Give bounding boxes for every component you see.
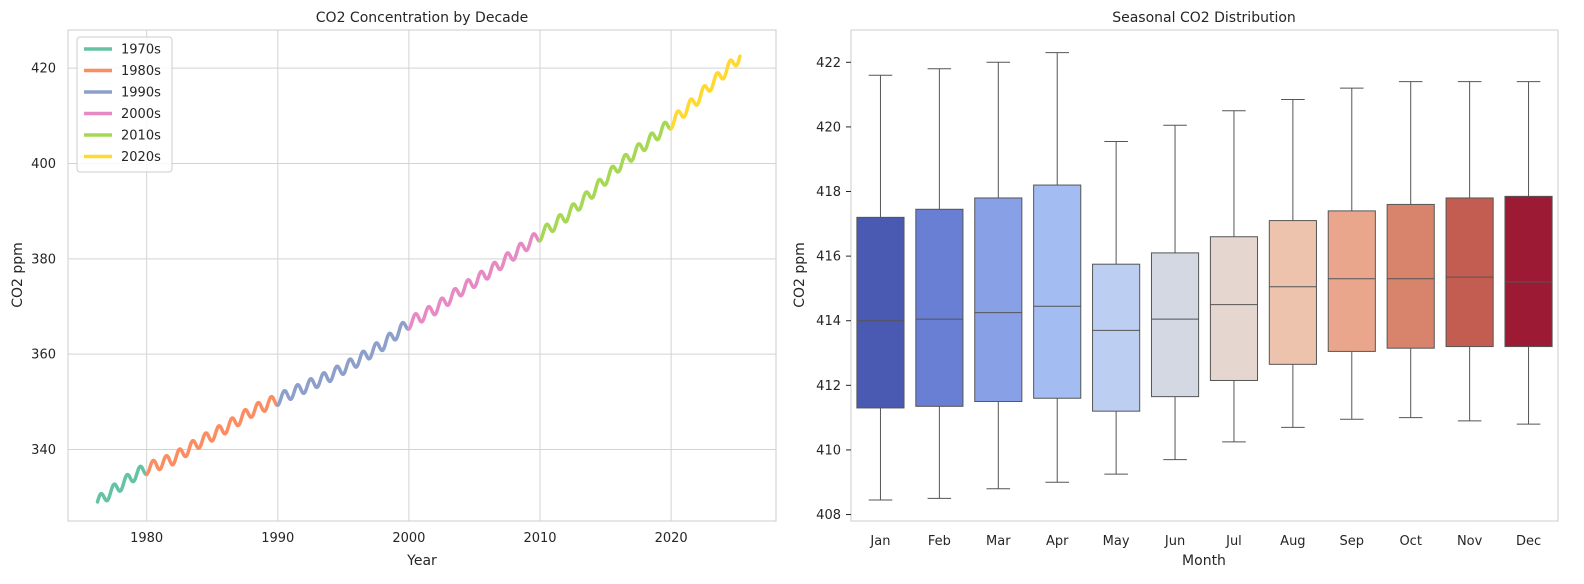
x-tick-label: 2010 <box>523 531 556 546</box>
chart1-gridlines <box>68 30 776 521</box>
legend-label: 2020s <box>121 150 161 165</box>
iqr-box <box>1150 252 1200 398</box>
box-Dec <box>1504 81 1553 425</box>
chart1-series-lines <box>95 54 742 504</box>
legend-label: 1980s <box>121 64 161 79</box>
series-line-2010s <box>538 120 673 243</box>
chart1-legend: 1970s 1980s 1990s 2000s 2010s 2020s <box>76 36 173 173</box>
series-line-1970s <box>95 464 149 504</box>
x-tick-label: Oct <box>1399 534 1421 549</box>
chart2-y-tick-labels: 408 410 412 414 416 418 420 422 <box>816 56 851 523</box>
iqr-box <box>1445 197 1494 348</box>
legend-label: 1970s <box>121 43 161 58</box>
x-tick-label: Feb <box>928 534 951 549</box>
iqr-box <box>915 208 964 407</box>
chart2-boxes <box>856 52 1553 501</box>
box-May <box>1092 140 1141 475</box>
box-Jun <box>1150 124 1200 461</box>
series-line-2000s <box>407 232 542 331</box>
legend-label: 1990s <box>121 86 161 101</box>
x-tick-label: 1990 <box>261 531 294 546</box>
series-line-1980s <box>144 394 280 477</box>
x-tick-label: Jan <box>869 534 890 549</box>
iqr-box <box>1209 236 1259 381</box>
box-Sep <box>1327 87 1376 420</box>
x-tick-label: 2020 <box>655 531 688 546</box>
x-tick-label: Apr <box>1046 534 1069 549</box>
y-tick-label: 408 <box>816 508 841 523</box>
chart1-y-tick-labels: 340 360 380 400 420 <box>31 62 56 458</box>
chart2-plot-area <box>850 29 1559 522</box>
series-line-2020s <box>669 54 742 131</box>
box-Jan <box>856 74 905 501</box>
iqr-box <box>974 197 1023 402</box>
box-chart: Seasonal CO2 Distribution Jan Feb Mar Apr Ma… <box>792 10 1559 569</box>
y-tick-label: 412 <box>816 379 841 394</box>
legend-label: 2000s <box>121 107 161 122</box>
x-tick-label: Jul <box>1225 534 1242 549</box>
x-tick-label: 1980 <box>130 531 163 546</box>
y-tick-label: 418 <box>816 185 841 200</box>
y-tick-label: 340 <box>31 443 56 458</box>
y-tick-label: 422 <box>816 56 841 71</box>
iqr-box <box>1092 263 1141 412</box>
chart1-plot-area <box>67 29 777 522</box>
x-tick-label: Mar <box>986 534 1011 549</box>
iqr-box <box>1327 210 1376 352</box>
chart1-x-tick-labels: 1980 1990 2000 2010 2020 <box>130 531 688 546</box>
x-tick-label: Dec <box>1516 534 1541 549</box>
iqr-box <box>1504 195 1553 348</box>
x-tick-label: 2000 <box>392 531 425 546</box>
chart1-title: CO2 Concentration by Decade <box>316 10 528 26</box>
iqr-box <box>1386 203 1435 349</box>
chart2-x-tick-labels: Jan Feb Mar Apr May Jun Jul Aug Sep Oct Nov Dec <box>869 534 1541 549</box>
box-Feb <box>915 68 964 499</box>
y-tick-label: 416 <box>816 250 841 265</box>
iqr-box <box>1268 220 1317 365</box>
box-Oct <box>1386 81 1435 419</box>
chart2-y-axis-label: CO2 ppm <box>792 242 808 308</box>
y-tick-label: 410 <box>816 443 841 458</box>
chart2-x-axis-label: Month <box>1182 553 1226 569</box>
x-tick-label: Aug <box>1280 534 1305 549</box>
legend-label: 2010s <box>121 129 161 144</box>
y-tick-label: 420 <box>816 120 841 135</box>
series-line-1990s <box>276 320 411 407</box>
y-tick-label: 360 <box>31 348 56 363</box>
box-Mar <box>974 61 1023 490</box>
y-tick-label: 380 <box>31 252 56 267</box>
chart2-title: Seasonal CO2 Distribution <box>1112 10 1296 26</box>
iqr-box <box>1033 184 1082 399</box>
x-tick-label: Nov <box>1457 534 1483 549</box>
box-Jul <box>1209 110 1259 443</box>
y-tick-label: 400 <box>31 157 56 172</box>
y-tick-label: 420 <box>31 62 56 77</box>
iqr-box <box>856 216 905 409</box>
x-tick-label: Sep <box>1340 534 1365 549</box>
line-chart: CO2 Concentration by Decade 1980 1990 2000… <box>10 10 777 569</box>
chart1-y-axis-label: CO2 ppm <box>10 242 26 308</box>
box-Nov <box>1445 81 1494 422</box>
y-tick-label: 414 <box>816 314 841 329</box>
x-tick-label: Jun <box>1164 534 1185 549</box>
box-Apr <box>1033 52 1082 483</box>
x-tick-label: May <box>1103 534 1130 549</box>
box-Aug <box>1268 98 1317 428</box>
chart1-x-axis-label: Year <box>406 553 437 569</box>
